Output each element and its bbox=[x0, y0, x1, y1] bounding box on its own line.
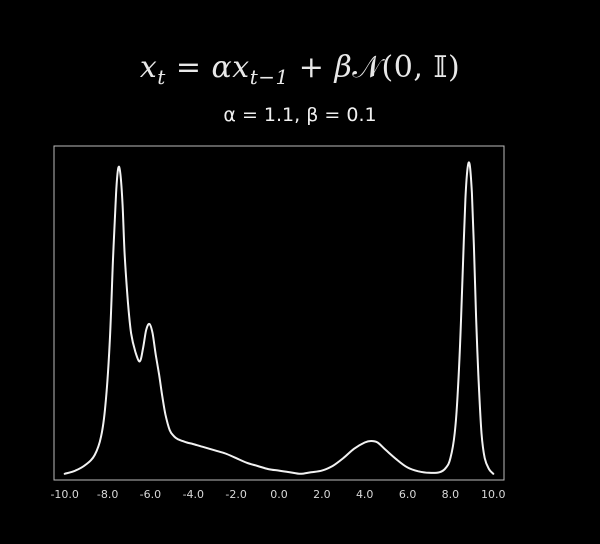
x-tick-label: 0.0 bbox=[270, 488, 288, 501]
parameters-subtitle: α = 1.1, β = 0.1 bbox=[223, 104, 377, 126]
x-tick-label: 2.0 bbox=[313, 488, 331, 501]
x-tick-label: -10.0 bbox=[50, 488, 78, 501]
x-tick-label: 8.0 bbox=[442, 488, 460, 501]
x-tick-label: -6.0 bbox=[140, 488, 161, 501]
equation-args-close: ) bbox=[447, 50, 461, 85]
axes-frame bbox=[53, 145, 505, 481]
equation-args-open: (0, bbox=[381, 50, 434, 85]
equation-lhs-variable: x bbox=[139, 50, 158, 85]
x-tick-label: -8.0 bbox=[97, 488, 118, 501]
equation-alpha: α bbox=[211, 50, 233, 85]
equation-title: xt = αxt−1 + β𝒩(0, 𝕀) bbox=[0, 48, 600, 97]
equation-rhs-subscript: t−1 bbox=[249, 65, 289, 89]
equation-normal-symbol: 𝒩 bbox=[352, 50, 382, 85]
equation-lhs-subscript: t bbox=[157, 65, 166, 89]
x-tick-label: -4.0 bbox=[183, 488, 204, 501]
equation-plus: + bbox=[288, 50, 335, 85]
series-line bbox=[63, 161, 495, 475]
equation-beta: β bbox=[334, 50, 353, 85]
x-tick-label: 4.0 bbox=[356, 488, 374, 501]
x-tick-label: -2.0 bbox=[225, 488, 246, 501]
x-axis-ticks: -10.0 -8.0 -6.0 -4.0 -2.0 0.0 2.0 4.0 6.0 8.0 10.0 bbox=[50, 488, 505, 501]
x-tick-label: 10.0 bbox=[481, 488, 506, 501]
x-tick-label: 6.0 bbox=[399, 488, 417, 501]
equation-equals: = bbox=[165, 50, 212, 85]
equation-rhs-variable: x bbox=[232, 50, 250, 85]
equation-identity-symbol: 𝕀 bbox=[433, 50, 448, 85]
